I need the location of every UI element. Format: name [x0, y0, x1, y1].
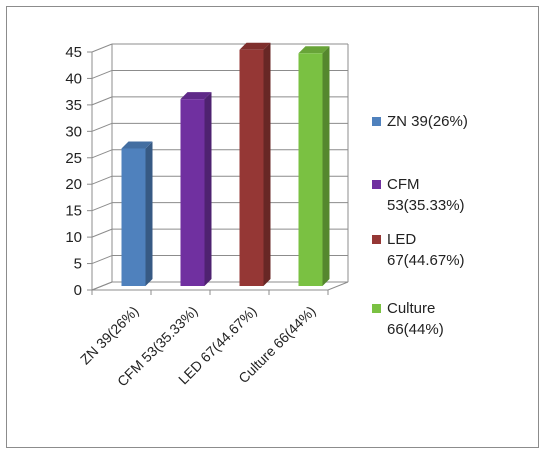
- gridline-side: [91, 175, 113, 185]
- gridline-side: [91, 43, 113, 53]
- bar-side: [322, 46, 330, 287]
- y-tick-label: 15: [65, 203, 82, 220]
- bar-side: [145, 141, 153, 286]
- bar-top: [239, 42, 271, 50]
- legend-label: Culture: [387, 300, 435, 317]
- legend-swatch: [372, 180, 381, 189]
- bar: [298, 53, 323, 287]
- y-tick-label: 35: [65, 97, 82, 114]
- bar-top: [298, 46, 330, 54]
- legend-label: 67(44.67%): [387, 252, 465, 269]
- bar: [180, 99, 205, 286]
- bar-side: [263, 42, 271, 287]
- gridline-side: [91, 255, 113, 265]
- gridline-side: [91, 122, 113, 132]
- y-tick-label: 20: [65, 176, 82, 193]
- bar-side: [204, 92, 212, 286]
- legend-label: 66(44%): [387, 321, 444, 338]
- chart-floor: [91, 281, 349, 291]
- y-tick-label: 0: [74, 282, 82, 299]
- y-tick-label: 45: [65, 44, 82, 61]
- gridline-side: [91, 228, 113, 238]
- bar: [239, 49, 264, 287]
- y-tick-label: 40: [65, 70, 82, 87]
- legend-label: 53(35.33%): [387, 197, 465, 214]
- y-tick-label: 5: [74, 256, 82, 273]
- bar-top: [180, 92, 212, 100]
- y-tick-label: 30: [65, 123, 82, 140]
- gridline-side: [91, 69, 113, 79]
- legend-swatch: [372, 304, 381, 313]
- gridline-side: [91, 96, 113, 106]
- legend-label: LED: [387, 231, 416, 248]
- gridline-side: [91, 202, 113, 212]
- bar: [121, 148, 146, 286]
- legend-label: ZN 39(26%): [387, 113, 468, 130]
- legend-swatch: [372, 235, 381, 244]
- x-tick-label: ZN 39(26%): [77, 303, 142, 368]
- bar-top: [121, 141, 153, 149]
- y-tick-label: 10: [65, 229, 82, 246]
- y-tick-label: 25: [65, 150, 82, 167]
- legend-label: CFM: [387, 176, 420, 193]
- gridline-side: [91, 149, 113, 159]
- chart-frame: [6, 6, 539, 448]
- legend-swatch: [372, 117, 381, 126]
